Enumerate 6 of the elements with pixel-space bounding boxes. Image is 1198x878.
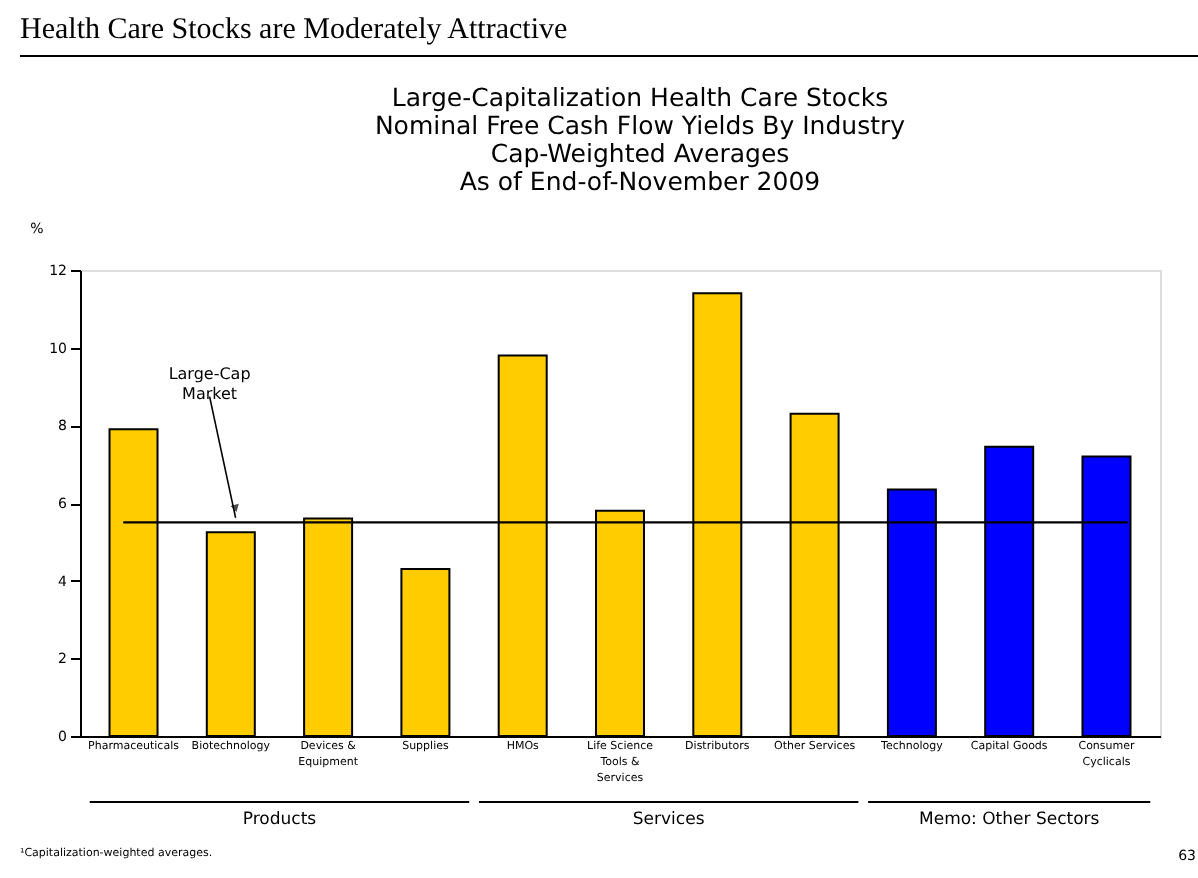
text: Health Care Stocks are Moderately Attractive — [20, 14, 568, 46]
text: Memo: Other Sectors — [918, 810, 1101, 830]
text: Products — [242, 810, 318, 830]
text: Services — [632, 810, 706, 830]
chart-title: Large-Capitalization Health Care Stocks Nominal Free Cash Flow Yields By Industry Cap-Weighted Averages As of End-of-November 2009 — [374, 82, 907, 196]
ref-line-label: Large-Cap Market — [168, 364, 251, 403]
